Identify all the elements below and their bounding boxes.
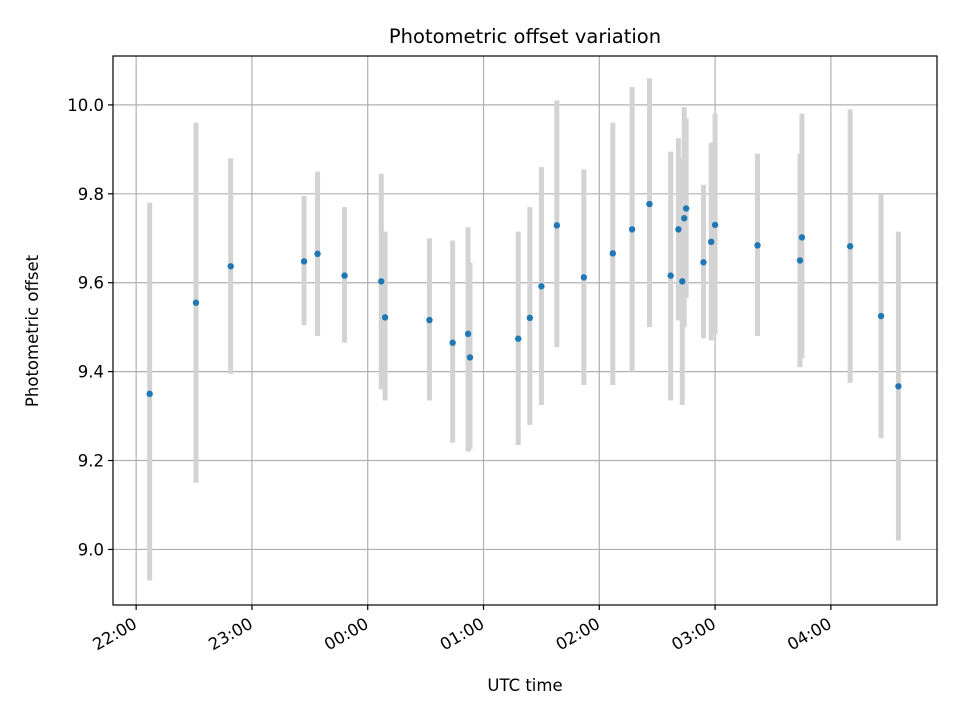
data-point — [628, 226, 636, 233]
data-point — [300, 258, 308, 265]
chart-title: Photometric offset variation — [389, 25, 661, 48]
y-tick-label: 9.8 — [78, 185, 104, 204]
data-point — [426, 316, 433, 324]
data-point — [526, 314, 534, 322]
data-point — [877, 312, 885, 320]
data-point — [378, 278, 385, 285]
data-point — [341, 272, 348, 279]
data-point — [609, 250, 617, 257]
y-tick-label: 9.2 — [78, 452, 104, 471]
data-point — [646, 200, 653, 208]
data-points — [146, 200, 902, 398]
data-point — [667, 272, 674, 279]
data-point — [538, 283, 545, 290]
data-point — [708, 238, 715, 246]
data-point — [146, 390, 153, 398]
x-axis-label: UTC time — [487, 676, 562, 695]
y-tick-label: 9.4 — [78, 363, 104, 382]
data-point — [227, 263, 234, 270]
data-point — [466, 354, 474, 361]
data-point — [846, 243, 854, 250]
y-axis-ticks: 9.0 9.2 9.4 9.6 9.8 10.0 — [67, 96, 113, 559]
data-point — [553, 222, 561, 229]
y-tick-label: 10.0 — [67, 96, 104, 115]
data-point — [679, 278, 686, 285]
data-point — [754, 242, 761, 249]
data-point — [798, 234, 806, 241]
data-point — [682, 205, 690, 212]
y-tick-label: 9.6 — [78, 274, 104, 293]
data-point — [796, 257, 804, 264]
data-point — [381, 314, 389, 321]
data-point — [895, 383, 902, 390]
data-point — [464, 330, 472, 338]
data-point — [711, 221, 719, 229]
data-point — [449, 339, 456, 346]
data-point — [314, 250, 321, 258]
plot-frame — [112, 55, 938, 606]
data-point — [515, 335, 522, 342]
data-point — [580, 274, 588, 281]
y-axis-label: Photometric offset — [23, 254, 42, 407]
data-point — [700, 259, 707, 266]
y-tick-label: 9.0 — [78, 540, 104, 559]
data-point — [675, 226, 682, 233]
data-point — [192, 299, 200, 306]
data-point — [681, 215, 688, 222]
